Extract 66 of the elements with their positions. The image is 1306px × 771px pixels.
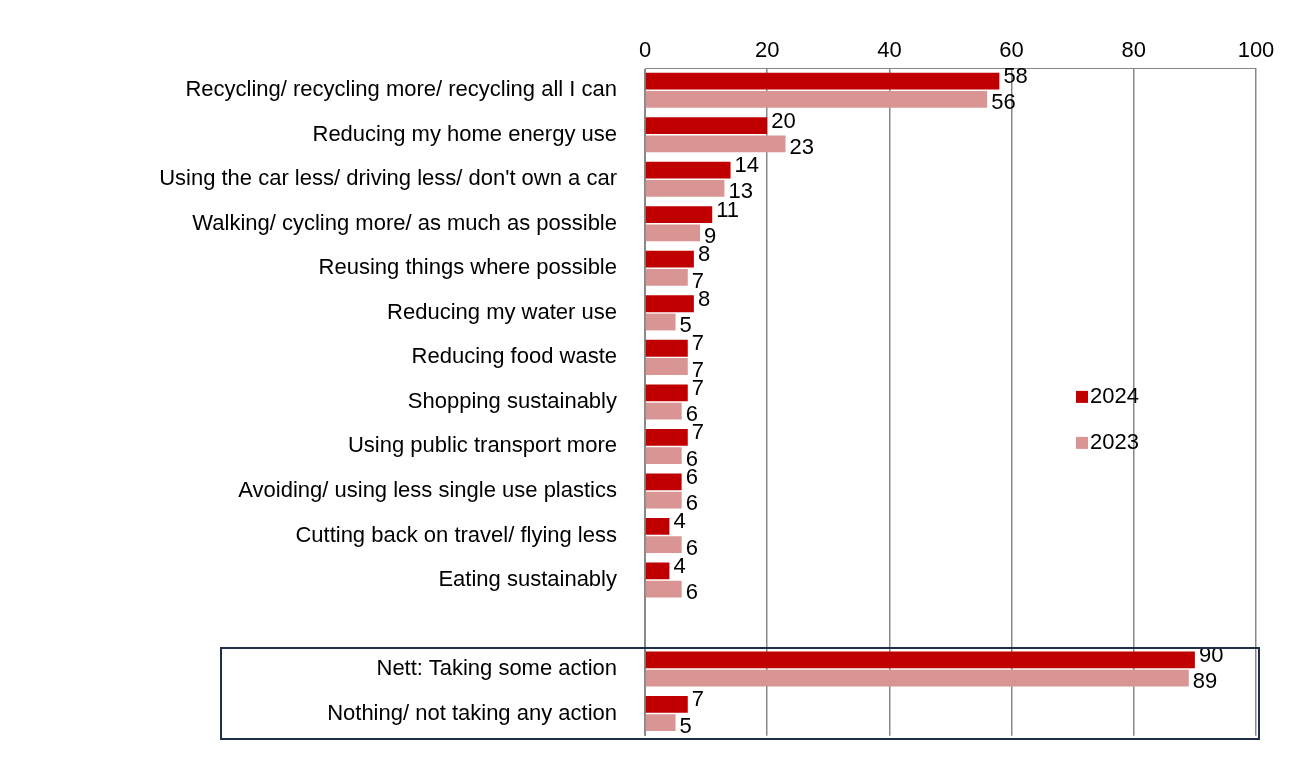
bar (645, 117, 768, 135)
x-tick-label: 80 (1121, 36, 1147, 62)
bar (645, 384, 688, 402)
data-label: 5 (679, 312, 692, 338)
bar (645, 580, 682, 598)
legend-label: 2023 (1090, 428, 1139, 454)
data-label: 4 (673, 552, 686, 578)
y-tick-label: Reusing things where possible (318, 254, 617, 280)
bar (645, 473, 682, 491)
bar (645, 447, 682, 464)
y-tick-label: Reducing my home energy use (312, 120, 617, 146)
x-tick-label: 40 (877, 36, 902, 62)
y-tick-label: Using public transport more (347, 432, 617, 458)
data-label: 6 (685, 490, 698, 516)
data-label: 6 (685, 534, 698, 560)
bar (645, 269, 688, 286)
bar (645, 161, 731, 179)
y-tick-label: Nett: Taking some action (376, 655, 617, 681)
bar (645, 90, 988, 108)
bar (645, 135, 786, 153)
data-label: 14 (734, 152, 760, 178)
legend-label: 2024 (1090, 382, 1139, 408)
bar (645, 714, 676, 732)
bar (645, 206, 713, 224)
data-label: 8 (697, 285, 711, 311)
bar (645, 562, 670, 580)
data-label: 5 (679, 712, 692, 738)
bar (645, 491, 682, 509)
data-label: 6 (685, 579, 698, 605)
data-label: 89 (1192, 668, 1218, 694)
bar (645, 651, 1195, 669)
y-tick-label: Avoiding/ using less single use plastics (238, 477, 617, 502)
bar (645, 358, 688, 375)
y-tick-label: Recycling/ recycling more/ recycling all I can (185, 76, 617, 102)
y-tick-label: Nothing/ not taking any action (327, 699, 617, 725)
y-tick-label: Reducing food waste (411, 343, 617, 369)
y-tick-label: Reducing my water use (387, 298, 617, 324)
data-label: 7 (691, 686, 705, 712)
bar (645, 295, 694, 313)
data-label: 7 (691, 330, 705, 356)
y-tick-label: Walking/ cycling more/ as much as possible (192, 209, 617, 235)
bar (645, 517, 670, 535)
data-label: 20 (771, 107, 796, 133)
bar (645, 536, 682, 553)
data-label: 56 (991, 89, 1016, 115)
x-tick-label: 0 (638, 36, 652, 62)
bar (645, 72, 1000, 90)
y-tick-label: Shopping sustainably (407, 387, 617, 413)
bar (645, 669, 1189, 687)
y-tick-label: Cutting back on travel/ flying less (295, 521, 617, 547)
y-tick-label: Eating sustainably (438, 566, 617, 592)
bar (645, 339, 688, 357)
x-tick-label: 60 (999, 36, 1024, 62)
bar (645, 402, 682, 420)
y-tick-label: Using the car less/ driving less/ don't own a car (159, 165, 617, 191)
data-label: 4 (673, 508, 686, 534)
x-tick-label: 100 (1237, 36, 1275, 62)
bar (645, 696, 688, 713)
data-label: 23 (789, 133, 815, 159)
bar (645, 224, 700, 242)
bar (645, 313, 676, 331)
bar (645, 180, 725, 197)
x-tick-label: 20 (754, 36, 780, 62)
bar (645, 250, 694, 268)
bar (645, 428, 688, 446)
data-label: 58 (1003, 63, 1028, 89)
